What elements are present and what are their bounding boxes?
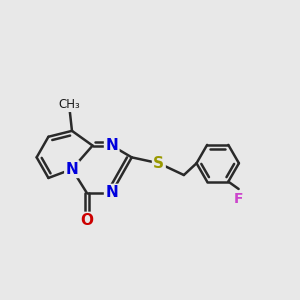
Text: N: N bbox=[66, 162, 78, 177]
Text: CH₃: CH₃ bbox=[58, 98, 80, 111]
Text: S: S bbox=[153, 156, 164, 171]
Text: F: F bbox=[234, 192, 243, 206]
Text: N: N bbox=[105, 138, 118, 153]
Text: N: N bbox=[105, 185, 118, 200]
Text: O: O bbox=[80, 213, 93, 228]
